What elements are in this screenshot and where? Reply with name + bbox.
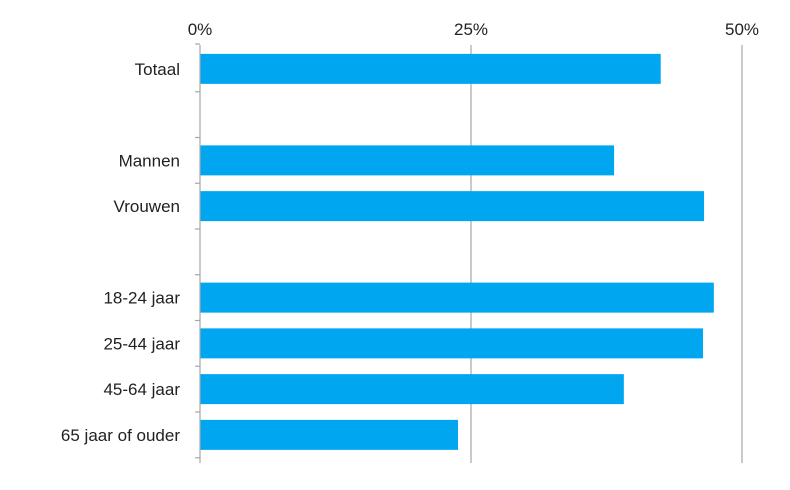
x-tick-label: 0%	[188, 20, 213, 39]
category-label: Mannen	[119, 151, 180, 170]
bar	[200, 419, 458, 450]
bar	[200, 328, 703, 359]
category-label: 18-24 jaar	[103, 289, 180, 308]
x-tick-label: 50%	[725, 20, 759, 39]
bar	[200, 374, 624, 405]
bar	[200, 53, 661, 84]
bar	[200, 282, 714, 313]
bars	[200, 53, 714, 450]
category-label: 65 jaar of ouder	[61, 426, 180, 445]
y-axis	[195, 43, 201, 463]
category-label: Vrouwen	[114, 197, 180, 216]
category-labels: Totaal Mannen Vrouwen 18-24 jaar 25-44 jaar 4…	[61, 60, 180, 445]
x-tick-label: 25%	[454, 20, 488, 39]
bar	[200, 145, 615, 176]
bar	[200, 191, 705, 222]
x-axis-ticks: 0% 25% 50%	[188, 20, 759, 39]
category-label: 45-64 jaar	[103, 380, 180, 399]
category-label: 25-44 jaar	[103, 334, 180, 353]
category-label: Totaal	[135, 60, 180, 79]
